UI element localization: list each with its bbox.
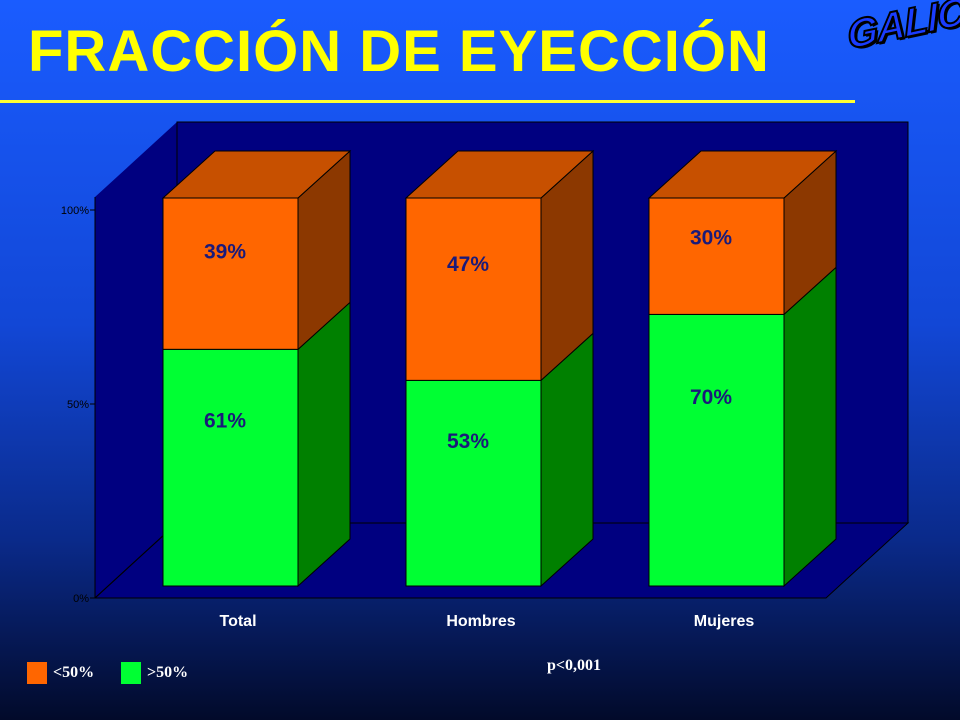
bar-top-hombres: [404, 150, 595, 199]
data-label-gt50-hombres: 53%: [447, 430, 489, 453]
legend-item-lt50: <50%: [27, 662, 94, 684]
bar-gt50-mujeres: [648, 313, 785, 587]
data-label-gt50-total: 61%: [204, 409, 246, 432]
bar-top-mujeres: [647, 150, 838, 199]
legend-swatch-gt50: [121, 662, 141, 684]
p-value-label: p<0,001: [547, 657, 602, 674]
data-label-lt50-mujeres: 30%: [690, 227, 732, 250]
y-tick-label: 50%: [67, 399, 89, 411]
left-wall: [95, 122, 177, 598]
legend-item-gt50: >50%: [121, 662, 188, 684]
bar-gt50-side-total: [297, 301, 351, 588]
legend-label-lt50: <50%: [53, 664, 95, 681]
bar-gt50-hombres: [405, 379, 542, 587]
y-tick-label: 100%: [61, 205, 89, 217]
title-underline: [0, 100, 855, 103]
category-label-total: Total: [219, 613, 256, 630]
data-label-lt50-total: 39%: [204, 241, 246, 264]
bar-gt50-total: [162, 348, 299, 587]
legend-swatch-lt50: [27, 662, 47, 684]
bar-gt50-side-mujeres: [783, 266, 837, 588]
data-label-lt50-hombres: 47%: [447, 253, 489, 276]
category-label-mujeres: Mujeres: [694, 613, 755, 630]
bar-lt50-mujeres: [648, 197, 785, 315]
legend-label-gt50: >50%: [147, 664, 189, 681]
bar-lt50-hombres: [405, 197, 542, 381]
y-tick-label: 0%: [73, 593, 89, 605]
category-label-hombres: Hombres: [446, 613, 515, 630]
data-label-gt50-mujeres: 70%: [690, 386, 732, 409]
page-title: FRACCIÓN DE EYECCIÓN: [28, 19, 770, 84]
bar-top-total: [161, 150, 352, 199]
bar-lt50-total: [162, 197, 299, 350]
